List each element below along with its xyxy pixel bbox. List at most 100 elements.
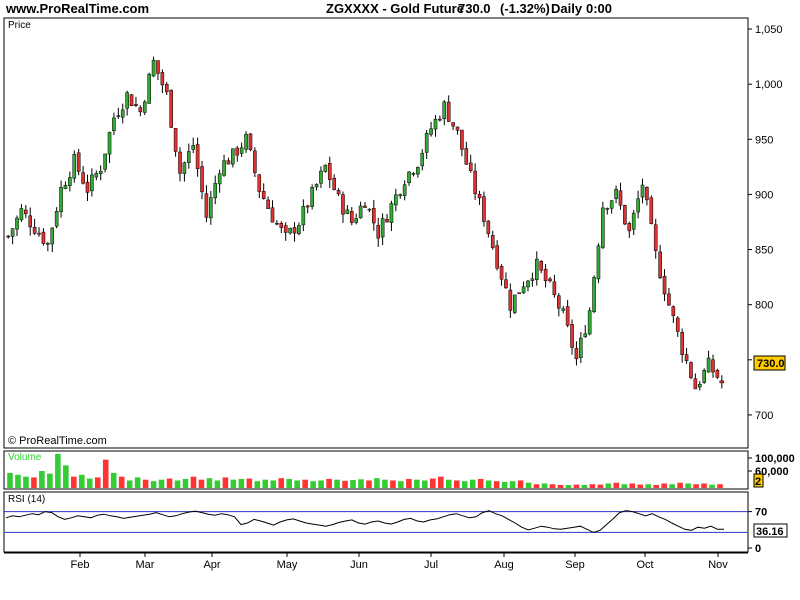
candle-up: [420, 152, 425, 167]
volume-bar-down: [118, 476, 125, 488]
candle-up: [354, 218, 358, 223]
x-axis: Feb Mar Apr May Jun Jul Aug Sep Oct Nov: [4, 552, 748, 571]
candle-down: [32, 226, 37, 234]
candle-down: [482, 196, 486, 222]
volume-bars: [7, 454, 723, 488]
candle-down: [689, 362, 693, 378]
candle-down: [81, 172, 85, 184]
candle-down: [253, 150, 257, 173]
site-name[interactable]: www.ProRealTime.com: [6, 1, 150, 16]
candle-down: [327, 163, 332, 181]
price-y-tick-label: 700: [755, 410, 773, 422]
candle-down: [248, 133, 253, 150]
volume-bar-down: [453, 480, 460, 488]
volume-bar-up: [86, 478, 93, 488]
candle-up: [120, 109, 125, 118]
candle-down: [160, 72, 165, 86]
volume-bar-up: [501, 481, 508, 488]
volume-bar-up: [39, 471, 45, 488]
candle-up: [389, 203, 394, 223]
candle-down: [169, 89, 173, 128]
candle-up: [19, 208, 24, 221]
volume-bar-down: [302, 479, 308, 488]
candle-down: [539, 261, 543, 271]
candle-down: [671, 306, 676, 317]
copyright-text: © ProRealTime.com: [8, 435, 107, 447]
candle-down: [570, 324, 574, 348]
candle-down: [455, 126, 460, 131]
candle-up: [142, 101, 147, 113]
volume-bar-up: [461, 481, 468, 488]
candle-down: [173, 128, 178, 152]
volume-bar-up: [7, 472, 13, 488]
candle-up: [239, 147, 244, 154]
candle-up: [398, 194, 403, 197]
volume-bar-down: [198, 479, 205, 488]
volume-bar-down: [717, 484, 723, 488]
candle-up: [182, 162, 187, 174]
last-price: 730.0: [458, 1, 491, 16]
candle-down: [693, 378, 698, 390]
rsi-last-label: 36.16: [756, 526, 784, 538]
candle-down: [662, 276, 667, 295]
candle-down: [499, 265, 504, 280]
volume-bar-down: [573, 484, 580, 488]
price-panel-title: Price: [8, 20, 31, 31]
candle-down: [6, 235, 10, 238]
candle-up: [442, 101, 447, 120]
candle-down: [292, 227, 297, 234]
volume-bar-down: [613, 482, 620, 488]
price-change: (-1.32%): [500, 1, 550, 16]
volume-bar-down: [693, 484, 699, 488]
candle-down: [667, 293, 671, 306]
candle-up: [561, 308, 566, 311]
candle-up: [209, 197, 213, 219]
candle-down: [28, 215, 33, 228]
x-tick-label: Feb: [71, 559, 90, 571]
candle-up: [191, 145, 196, 150]
price-y-tick-label: 850: [755, 245, 773, 257]
candle-up: [345, 209, 350, 214]
volume-bar-down: [278, 478, 285, 488]
candle-down: [376, 224, 381, 239]
rsi-line: [5, 510, 724, 533]
candle-up: [98, 170, 103, 175]
x-tick-label: Jun: [350, 559, 368, 571]
candle-down: [552, 281, 557, 295]
volume-bar-up: [565, 484, 572, 488]
rsi-panel-title: RSI (14): [8, 494, 45, 505]
price-y-tick-label: 950: [755, 134, 773, 146]
volume-bar-down: [102, 459, 109, 488]
candle-down: [517, 292, 521, 294]
volume-bar-up: [414, 479, 420, 488]
volume-bar-down: [549, 484, 556, 488]
volume-bar-up: [525, 482, 532, 488]
candle-down: [548, 278, 552, 282]
candle-down: [645, 186, 649, 201]
volume-bar-up: [621, 484, 628, 488]
x-tick-label: Sep: [565, 559, 585, 571]
candle-down: [653, 224, 658, 251]
volume-bar-up: [398, 481, 404, 488]
volume-bar-up: [174, 480, 181, 488]
candle-up: [213, 183, 218, 199]
candle-down: [76, 152, 81, 172]
volume-bar-up: [509, 481, 516, 488]
volume-bar-down: [390, 480, 396, 488]
rsi-y-tick-label: 0: [755, 543, 761, 555]
candle-up: [68, 177, 72, 186]
candle-up: [54, 211, 59, 227]
candle-down: [557, 295, 561, 309]
rsi-y-tick-label: 70: [755, 507, 767, 519]
volume-bar-up: [422, 480, 428, 488]
candle-down: [257, 174, 262, 192]
candle-down: [451, 122, 455, 127]
volume-bar-up: [110, 472, 117, 488]
candle-up: [640, 184, 645, 198]
candle-up: [636, 198, 640, 213]
candle-up: [107, 132, 112, 155]
candle-up: [402, 184, 407, 196]
volume-bar-up: [182, 478, 189, 488]
price-candles: [6, 56, 725, 391]
candle-down: [138, 107, 143, 113]
